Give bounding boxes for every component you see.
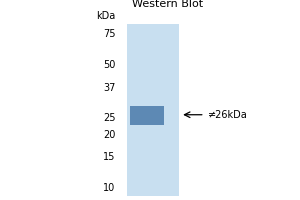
- Text: 25: 25: [103, 113, 116, 123]
- Bar: [127, 24, 179, 196]
- Text: 75: 75: [103, 29, 116, 39]
- Text: 15: 15: [103, 152, 116, 162]
- Text: 20: 20: [103, 130, 116, 140]
- Text: ≠26kDa: ≠26kDa: [208, 110, 247, 120]
- Bar: [130, 106, 164, 125]
- Text: 10: 10: [103, 183, 116, 193]
- Text: 50: 50: [103, 60, 116, 70]
- Text: kDa: kDa: [96, 11, 116, 21]
- Text: Western Blot: Western Blot: [132, 0, 203, 9]
- Text: 37: 37: [103, 83, 116, 93]
